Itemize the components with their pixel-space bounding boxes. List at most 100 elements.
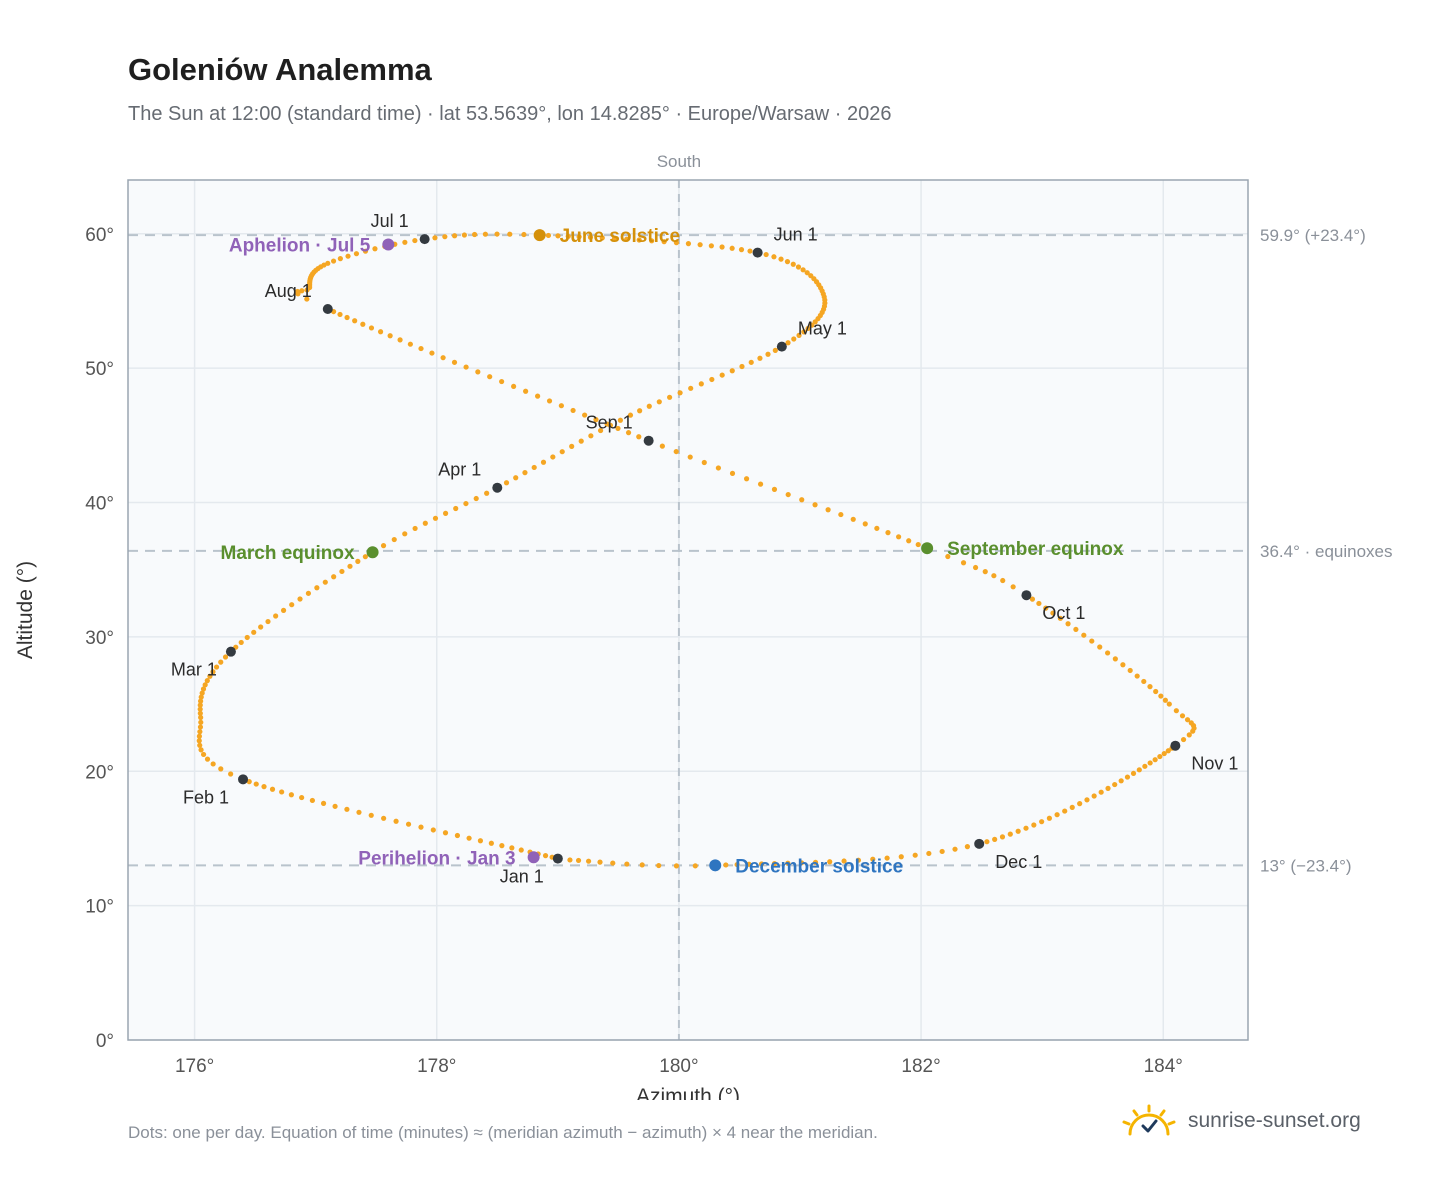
daily-dot xyxy=(1153,688,1159,695)
daily-dot xyxy=(309,797,315,804)
daily-dot xyxy=(1180,736,1187,743)
daily-dot xyxy=(701,459,707,466)
daily-dot xyxy=(624,236,630,242)
daily-dot xyxy=(197,706,203,712)
daily-dot xyxy=(279,789,285,795)
daily-dot xyxy=(771,486,778,492)
daily-dot xyxy=(604,421,610,427)
daily-dot xyxy=(197,729,203,735)
daily-dot xyxy=(1147,760,1153,766)
daily-dot xyxy=(992,836,998,842)
daily-dot xyxy=(210,761,216,767)
daily-dot xyxy=(213,664,220,670)
daily-dot xyxy=(304,296,310,302)
daily-dot xyxy=(1069,804,1075,810)
footnote: Dots: one per day. Equation of time (min… xyxy=(128,1123,878,1142)
axes: 176° 178° 180° 182° 184° 0° 10° 20° 30° 40° 50° 60° xyxy=(85,225,1183,1077)
daily-dot xyxy=(461,232,468,238)
daily-dot xyxy=(1050,610,1056,616)
daily-dot xyxy=(412,525,418,532)
daily-dot xyxy=(442,830,449,836)
daily-dot xyxy=(809,322,815,328)
daily-dot xyxy=(1039,819,1045,825)
month-label: Apr 1 xyxy=(438,460,481,480)
daily-dot xyxy=(1161,750,1167,757)
daily-dot xyxy=(896,534,902,540)
daily-dot xyxy=(801,329,807,335)
daily-dot xyxy=(646,403,652,409)
daily-dot xyxy=(1073,626,1079,633)
daily-dot xyxy=(593,417,599,423)
daily-dot xyxy=(827,859,833,865)
chart-subtitle: The Sun at 12:00 (standard time) · lat 5… xyxy=(128,103,892,125)
daily-dot xyxy=(1015,828,1021,834)
daily-dot xyxy=(499,843,505,849)
x-tick-label: 182° xyxy=(901,1056,940,1077)
daily-dot xyxy=(402,531,408,537)
daily-dot xyxy=(687,454,693,460)
daily-dot xyxy=(945,553,951,560)
month-marker xyxy=(776,341,787,352)
daily-dot xyxy=(207,673,213,679)
event-marker xyxy=(709,859,722,872)
daily-dot xyxy=(617,417,623,423)
daily-dot xyxy=(610,860,616,866)
daily-dot xyxy=(451,359,458,365)
daily-dot xyxy=(734,861,740,868)
daily-dot xyxy=(588,433,594,439)
daily-dot xyxy=(320,800,327,806)
daily-dot xyxy=(362,248,369,254)
daily-dot xyxy=(785,491,791,498)
daily-dot xyxy=(1029,596,1036,602)
month-marker xyxy=(225,646,236,657)
daily-dot xyxy=(870,856,876,862)
month-label: Feb 1 xyxy=(183,787,229,807)
daily-dot xyxy=(765,351,771,357)
daily-dot xyxy=(578,438,584,444)
daily-dot xyxy=(738,247,745,253)
y-tick-label: 30° xyxy=(85,628,114,649)
daily-dot xyxy=(542,853,549,859)
daily-dot xyxy=(805,325,811,332)
daily-dot xyxy=(418,824,424,830)
daily-dot xyxy=(808,273,814,279)
daily-dot xyxy=(599,235,605,241)
daily-dot xyxy=(771,254,777,260)
month-label: Sep 1 xyxy=(586,413,633,433)
month-marker xyxy=(643,435,654,446)
daily-dot xyxy=(1084,797,1090,803)
month-label: Jan 1 xyxy=(500,867,544,887)
brand[interactable]: sunrise-sunset.org xyxy=(1120,1104,1361,1138)
daily-dot xyxy=(912,852,918,858)
daily-dot xyxy=(299,288,305,294)
daily-dot xyxy=(723,862,729,868)
daily-dot xyxy=(344,314,350,321)
daily-dot xyxy=(331,574,337,580)
daily-dot xyxy=(1105,650,1111,656)
daily-dot xyxy=(597,427,604,434)
daily-dot xyxy=(488,840,494,846)
daily-dot xyxy=(1173,708,1179,714)
reference-lines: South 59.9° (+23.4°) 36.4° · equinoxes 13° … xyxy=(128,152,1393,1040)
daily-dot xyxy=(1130,770,1137,777)
daily-dot xyxy=(575,857,582,864)
daily-dot xyxy=(1190,728,1196,734)
daily-dot xyxy=(1098,789,1104,795)
daily-dot xyxy=(210,669,216,675)
daily-dot xyxy=(314,585,320,591)
y-tick-label: 40° xyxy=(85,494,114,515)
daily-dot xyxy=(625,430,632,436)
daily-dot xyxy=(1141,678,1147,685)
daily-dot xyxy=(535,393,541,399)
daily-dot xyxy=(567,857,573,863)
daily-dot xyxy=(576,234,582,240)
daily-dot xyxy=(677,390,683,396)
daily-dot xyxy=(466,835,472,841)
daily-dot xyxy=(228,771,234,777)
daily-dot xyxy=(659,443,665,449)
month-label: Jul 1 xyxy=(371,211,409,231)
daily-dot xyxy=(637,408,643,414)
event-label: June solstice xyxy=(560,226,680,247)
daily-dot xyxy=(355,558,361,564)
daily-dot xyxy=(661,239,667,245)
